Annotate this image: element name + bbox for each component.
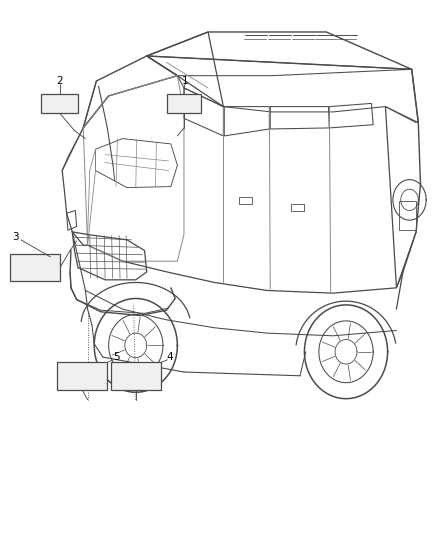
Bar [239,197,252,204]
Text: 1: 1 [182,76,189,86]
Bar [291,204,304,211]
Text: 2: 2 [56,76,63,86]
FancyBboxPatch shape [167,94,201,113]
Text: 3: 3 [12,232,19,242]
FancyBboxPatch shape [111,362,161,390]
FancyBboxPatch shape [10,254,60,281]
FancyBboxPatch shape [41,94,78,113]
Bar [399,201,416,230]
Text: 5: 5 [113,352,120,362]
FancyBboxPatch shape [57,362,107,390]
Text: 4: 4 [166,352,173,362]
